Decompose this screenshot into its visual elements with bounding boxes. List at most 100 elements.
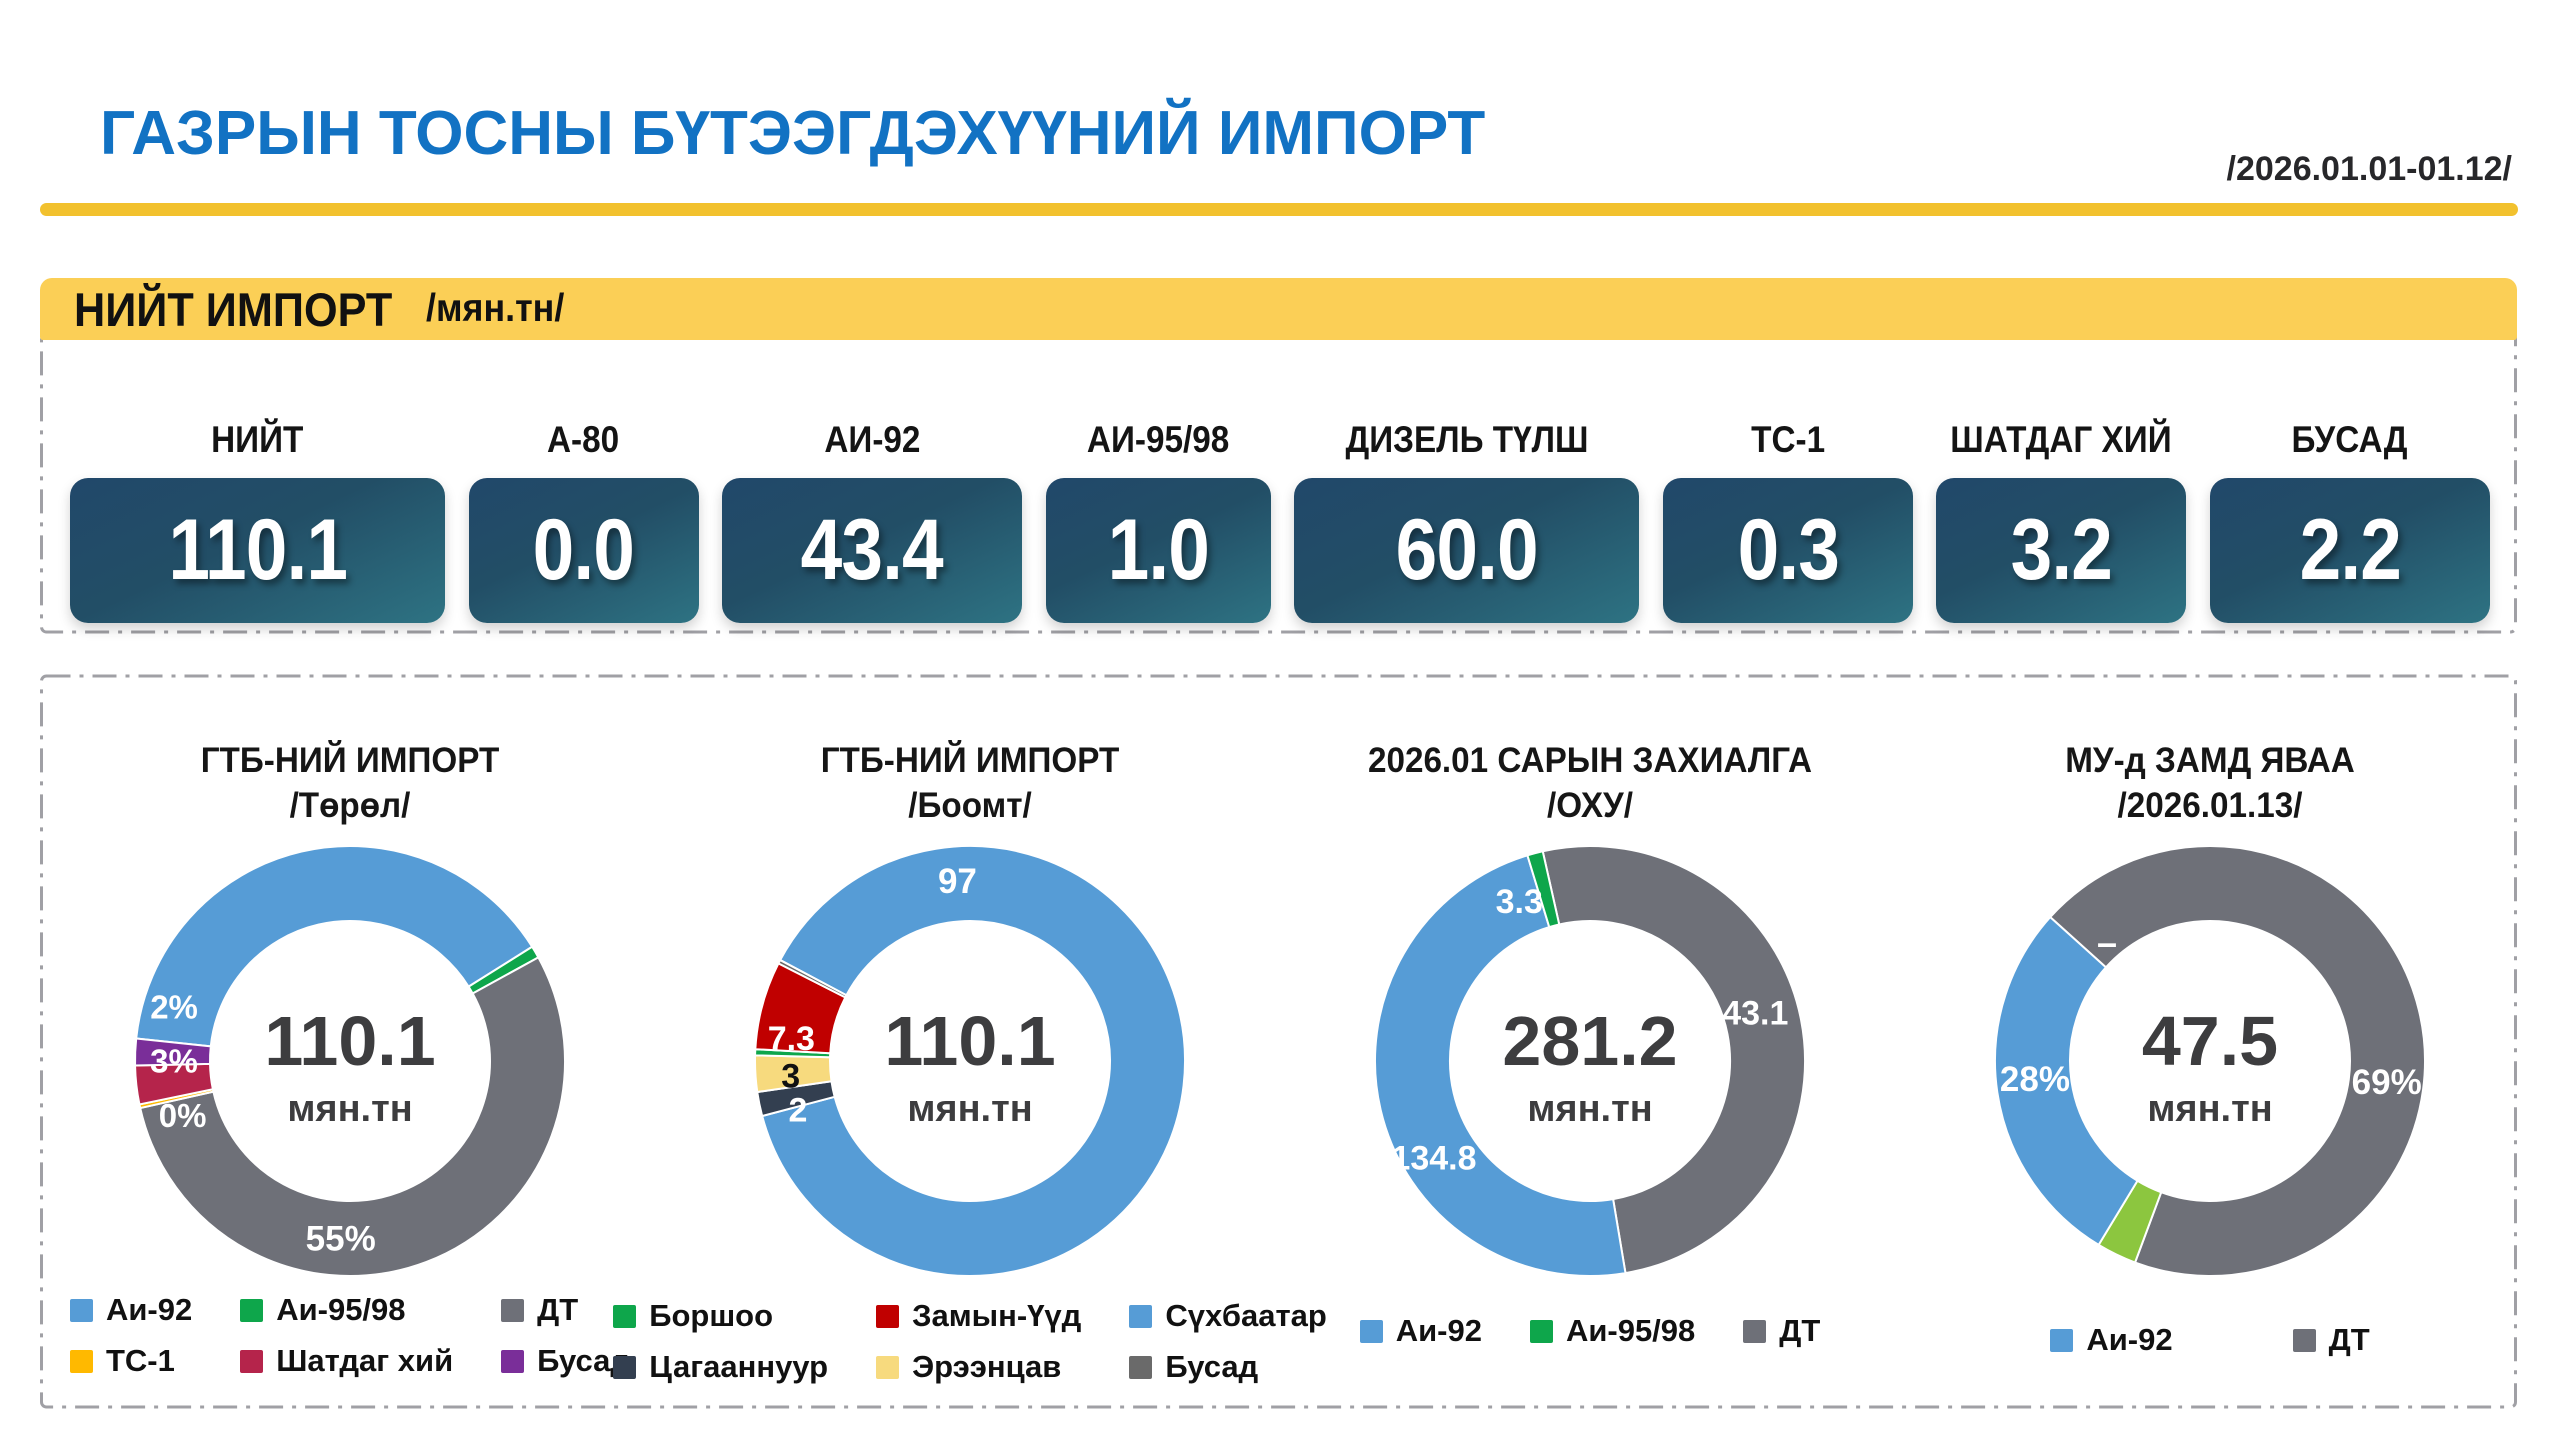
legend-item: Шатдаг хий — [240, 1343, 453, 1379]
stat-value: 1.0 — [1107, 502, 1209, 598]
charts-section-border — [40, 674, 2517, 1409]
slice-label: 3 — [781, 1058, 800, 1096]
stat-card: 3.2 — [1936, 478, 2187, 623]
legend-item: Аи-95/98 — [240, 1292, 453, 1328]
legend-label: Аи-95/98 — [1565, 1313, 1696, 1348]
chart-title-line2: /Боомт/ — [908, 786, 1032, 825]
stat-card: 43.4 — [722, 478, 1023, 623]
donut-chart-2: 97 237.3 110.1 мян.тн — [754, 845, 1187, 1277]
legend-item: Боршоо — [613, 1298, 828, 1334]
donut-center-value: 47.5 — [2142, 1002, 2278, 1080]
chart-title-line2: /2026.01.13/ — [2117, 786, 2303, 825]
stat-item: ШАТДАГ ХИЙ 3.2 — [1936, 415, 2187, 625]
chart-panel: ГТБ-НИЙ ИМПОРТ/Төрөл/55% 0% 3% 2% 110.1 мян.т… — [40, 680, 660, 1408]
legend-label: Аи-92 — [1395, 1313, 1482, 1348]
stat-card: 60.0 — [1294, 478, 1640, 623]
legend-swatch-icon — [613, 1304, 637, 1328]
donut-slice-Бусад — [777, 959, 848, 999]
chart-panel: 2026.01 САРЫН ЗАХИАЛГА/ОХУ/143.1 134.8 3.3… — [1280, 680, 1900, 1408]
slice-label: 0% — [159, 1097, 207, 1134]
donut-center-value: 110.1 — [264, 1002, 435, 1080]
slice-label: 2% — [150, 989, 198, 1026]
chart-title: МУ-д ЗАМД ЯВАА/2026.01.13/ — [1916, 738, 2505, 828]
donut-slice-ДТ — [139, 956, 567, 1278]
legend-label: Замын-Үүд — [912, 1298, 1082, 1333]
stat-card: 0.0 — [468, 478, 699, 623]
donut-chart-3: 143.1 134.8 3.3 281.2 мян.тн — [1374, 844, 1807, 1277]
legend-item: ДТ — [501, 1292, 630, 1328]
legend-swatch-icon — [1359, 1319, 1383, 1343]
stat-label: БУСАД — [2291, 419, 2408, 460]
stat-value: 3.2 — [2010, 502, 2113, 598]
stat-value: 0.0 — [532, 502, 635, 598]
page-title: ГАЗРЫН ТОСНЫ БҮТЭЭГДЭХҮҮНИЙ ИМПОРТ — [100, 99, 1486, 168]
donut-slice-Бусад — [134, 1037, 212, 1067]
legend-label: ДТ — [2328, 1322, 2370, 1357]
chart-legend: Аи-92 Аи-95/98 ДТ — [1280, 1313, 1900, 1349]
stats-row: НИЙТ 110.1 А-80 0.0 АИ-92 43.4 АИ-95/98 1.0 ДИЗЕ… — [40, 415, 2520, 625]
legend-item: ДТ — [2292, 1322, 2370, 1358]
legend-label: Сүхбаатар — [1165, 1298, 1327, 1333]
legend-label: ДТ — [537, 1292, 579, 1327]
legend-item: Аи-92 — [69, 1292, 193, 1328]
stat-card: 2.2 — [2209, 478, 2490, 623]
slice-label: 7.3 — [768, 1020, 815, 1058]
legend-item: ТС-1 — [69, 1343, 192, 1379]
stat-label: ТС-1 — [1750, 419, 1825, 460]
stat-item: БУСАД 2.2 — [2209, 415, 2490, 625]
slice-label: 28% — [2000, 1060, 2070, 1099]
stat-card: 110.1 — [70, 478, 445, 623]
chart-title: 2026.01 САРЫН ЗАХИАЛГА/ОХУ/ — [1296, 738, 1885, 828]
stat-card: 1.0 — [1045, 478, 1271, 623]
legend-swatch-icon — [1529, 1319, 1553, 1343]
total-import-label: НИЙТ ИМПОРТ — [74, 282, 393, 336]
donut-chart-1: 55% 0% 3% 2% 110.1 мян.тн — [134, 844, 567, 1278]
stat-value: 2.2 — [2299, 502, 2401, 598]
chart-title-line2: /Төрөл/ — [289, 786, 411, 825]
legend-swatch-icon — [613, 1355, 637, 1379]
slice-label: 55% — [306, 1219, 376, 1258]
donut-center-value: 110.1 — [884, 1002, 1055, 1080]
stat-label: АИ-92 — [824, 419, 921, 460]
legend-label: Аи-92 — [2086, 1322, 2173, 1357]
donut-center-unit: мян.тн — [907, 1088, 1032, 1130]
slice-label: 97 — [938, 862, 977, 901]
stat-label: НИЙТ — [211, 419, 304, 460]
stat-value: 43.4 — [801, 502, 944, 598]
total-import-band: НИЙТ ИМПОРТ /мян.тн/ — [40, 278, 2517, 340]
legend-swatch-icon — [501, 1298, 525, 1322]
legend-label: Аи-92 — [105, 1292, 193, 1327]
legend-item: Замын-Үүд — [876, 1298, 1081, 1334]
date-range: /2026.01.01-01.12/ — [2226, 150, 2512, 188]
title-underline — [40, 203, 2518, 216]
slice-label: 2 — [788, 1091, 807, 1129]
donut-center-unit: мян.тн — [1527, 1088, 1652, 1130]
slice-label: 134.8 — [1391, 1140, 1476, 1178]
legend-swatch-icon — [240, 1298, 264, 1322]
slice-label: – — [2097, 922, 2117, 963]
legend-swatch-icon — [876, 1304, 900, 1328]
legend-swatch-icon — [501, 1349, 525, 1373]
legend-swatch-icon — [1129, 1355, 1153, 1379]
slice-label: 69% — [2352, 1063, 2422, 1102]
stat-label: АИ-95/98 — [1086, 419, 1230, 460]
legend-swatch-icon — [876, 1355, 900, 1379]
stat-card: 0.3 — [1662, 478, 1913, 623]
legend-item: Аи-92 — [1359, 1313, 1482, 1349]
legend-item: Бусад — [501, 1343, 630, 1379]
donut-chart-4: 69% – 28% 47.5 мян.тн — [1994, 845, 2426, 1277]
legend-swatch-icon — [1129, 1304, 1153, 1328]
charts-row: ГТБ-НИЙ ИМПОРТ/Төрөл/55% 0% 3% 2% 110.1 мян.т… — [40, 680, 2520, 1408]
chart-legend: Аи-92 Аи-95/98 ДТ ТС-1 Шатдаг хий Бусад — [40, 1292, 660, 1379]
legend-label: Эрээнцав — [912, 1349, 1062, 1384]
slice-label: 3% — [150, 1043, 198, 1080]
donut-slice-ДТ — [1541, 844, 1807, 1275]
stat-item: ДИЗЕЛЬ ТҮЛШ 60.0 — [1294, 415, 1640, 625]
stat-item: ТС-1 0.3 — [1662, 415, 1913, 625]
stat-item: АИ-95/98 1.0 — [1045, 415, 1271, 625]
legend-swatch-icon — [1743, 1319, 1767, 1343]
legend-label: Боршоо — [649, 1298, 774, 1333]
chart-title-line1: 2026.01 САРЫН ЗАХИАЛГА — [1367, 741, 1813, 780]
legend-item: Бусад — [1129, 1349, 1326, 1385]
donut-center-unit: мян.тн — [287, 1088, 412, 1130]
